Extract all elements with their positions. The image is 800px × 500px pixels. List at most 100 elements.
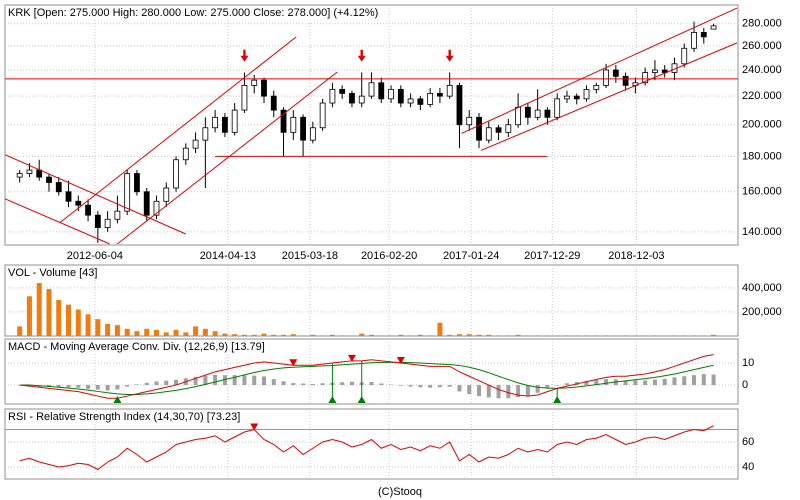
histogram-bar [633, 380, 638, 386]
candle-body [603, 69, 609, 86]
bar [310, 334, 316, 336]
histogram-bar [213, 374, 218, 386]
bar [75, 309, 81, 336]
candle-body [329, 88, 336, 104]
candle-body [573, 95, 580, 100]
histogram-bar [682, 376, 687, 386]
candle-body [681, 47, 688, 65]
candle-body [192, 139, 199, 149]
histogram-bar [291, 383, 296, 386]
trend-line [461, 7, 738, 134]
y-tick-label: 180.000 [742, 150, 782, 162]
candle-body [642, 72, 649, 84]
candle-body [485, 127, 492, 141]
bar [408, 335, 414, 336]
marker [357, 396, 366, 403]
candle-body [564, 95, 570, 100]
histogram-bar [271, 379, 276, 386]
histogram-bar [477, 385, 482, 397]
candle-body [202, 127, 209, 141]
histogram-bar [496, 385, 501, 399]
marker [113, 396, 122, 403]
histogram-bar [437, 385, 442, 388]
y-tick-label: 200,000 [742, 306, 782, 318]
candle-body [515, 106, 521, 126]
histogram-bar [320, 383, 325, 386]
candle-body [173, 159, 179, 189]
marker [289, 359, 298, 367]
panel-title: RSI - Relative Strength Index (14,30,70)… [8, 411, 240, 423]
histogram-bar [662, 378, 667, 386]
candle-body [65, 191, 72, 202]
bar [544, 335, 550, 336]
bar [290, 334, 296, 336]
histogram-bar [389, 384, 394, 386]
histogram-bar [349, 381, 354, 386]
bar [144, 328, 150, 336]
bar [681, 335, 687, 336]
bar [554, 335, 560, 336]
bar [486, 334, 492, 336]
histogram-bar [486, 385, 491, 398]
bar [193, 326, 199, 336]
bar [427, 335, 433, 336]
bar [46, 289, 52, 336]
candle-body [691, 32, 697, 49]
bar [232, 334, 238, 336]
marker [553, 396, 562, 403]
candle-body [114, 210, 121, 220]
bar [339, 335, 345, 336]
candle-body [417, 98, 424, 105]
candle-body [397, 88, 404, 104]
histogram-bar [525, 385, 530, 396]
bar [398, 334, 404, 336]
bar [222, 333, 228, 336]
histogram-bar [711, 374, 716, 386]
y-tick-label: 400,000 [742, 282, 782, 294]
y-tick-label: 0 [742, 379, 748, 391]
histogram-bar [535, 385, 540, 393]
y-tick-label: 10 [742, 357, 754, 369]
bar [691, 335, 697, 336]
candle-body [163, 187, 170, 202]
bar [153, 329, 159, 336]
bar [300, 335, 306, 336]
candle-body [55, 182, 62, 193]
candle-body [300, 116, 306, 141]
x-tick-label: 2016-02-20 [361, 250, 417, 262]
histogram-bar [564, 383, 569, 386]
bar [632, 335, 638, 336]
candle-body [466, 116, 473, 126]
bar [56, 299, 62, 336]
bar [525, 335, 531, 336]
histogram-bar [252, 375, 257, 386]
bar [36, 283, 42, 336]
histogram-bar [105, 385, 110, 391]
candle-body [339, 88, 346, 94]
histogram-bar [701, 374, 706, 386]
histogram-bar [369, 381, 374, 386]
histogram-bar [623, 380, 628, 386]
candle-body [241, 84, 248, 111]
histogram-bar [672, 377, 677, 386]
histogram-bar [115, 385, 120, 390]
histogram-bar [604, 379, 609, 386]
bar [535, 335, 541, 336]
candle-body [700, 32, 707, 38]
candle-body [583, 88, 590, 100]
histogram-bar [154, 381, 159, 386]
bar [163, 332, 169, 336]
panel-title: VOL - Volume [43] [8, 267, 97, 279]
y-tick-label: 220.000 [742, 90, 782, 102]
candle-body [612, 69, 619, 77]
bar [417, 334, 423, 336]
bar [124, 328, 130, 336]
bar [652, 335, 658, 336]
candle-body [280, 109, 287, 133]
candle-body [221, 116, 228, 133]
candle-body [104, 218, 111, 228]
histogram-bar [692, 375, 697, 386]
bar [85, 314, 91, 336]
histogram-bar [164, 380, 169, 386]
